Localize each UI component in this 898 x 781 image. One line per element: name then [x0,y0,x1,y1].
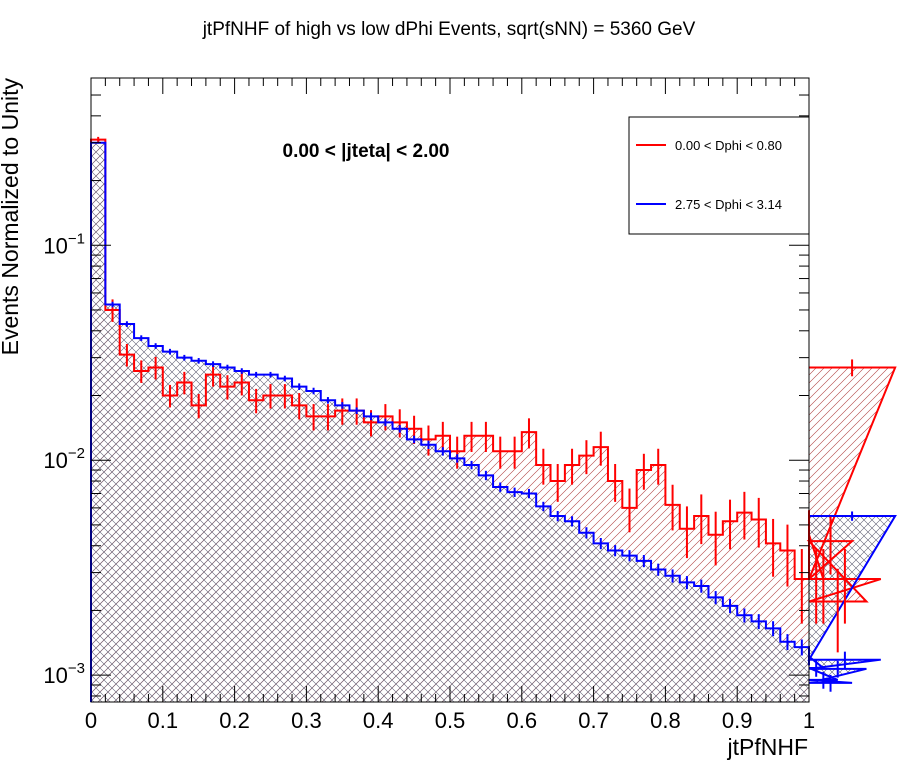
x-axis: 0 0.1 0.2 0.3 0.4 0.5 0.6 0.7 0.8 0.9 1 [85,78,815,733]
x-tick-label: 1 [803,708,815,733]
legend-box [628,116,810,235]
y-tick-label: 10−2 [43,445,85,473]
x-tick-label: 0.6 [507,708,538,733]
legend-label-0: 0.00 < Dphi < 0.80 [675,138,782,153]
plot-area: 0 0.1 0.2 0.3 0.4 0.5 0.6 0.7 0.8 0.9 1 10−110−210… [43,77,897,733]
x-tick-label: 0.1 [148,708,179,733]
y-tick-label: 10−1 [43,230,85,258]
chart-title: jtPfNHF of high vs low dPhi Events, sqrt… [202,19,696,40]
x-tick-label: 0.3 [291,708,322,733]
legend: 0.00 < Dphi < 0.80 2.75 < Dphi < 3.14 [628,116,810,235]
error-bars [97,136,854,692]
x-tick-label: 0.8 [650,708,681,733]
x-tick-label: 0.7 [578,708,609,733]
legend-label-1: 2.75 < Dphi < 3.14 [675,197,782,212]
histogram-fills [91,139,896,702]
series-fill-1 [91,142,896,702]
histogram-lines [90,138,897,702]
x-tick-label: 0.5 [435,708,466,733]
x-tick-label: 0 [85,708,97,733]
eta-annotation: 0.00 < |jteta| < 2.00 [283,141,450,162]
y-axis: 10−1 10−2 10−3 [43,94,809,697]
series-line-1 [90,141,897,702]
x-tick-label: 0.2 [219,708,250,733]
x-tick-label: 0.4 [363,708,394,733]
y-axis-label: Events Normalized to Unity [0,78,23,356]
y-tick-label: 10−3 [43,660,85,688]
x-axis-label: jtPfNHF [727,734,809,760]
x-tick-label: 0.9 [722,708,753,733]
series-line-0 [90,138,897,702]
